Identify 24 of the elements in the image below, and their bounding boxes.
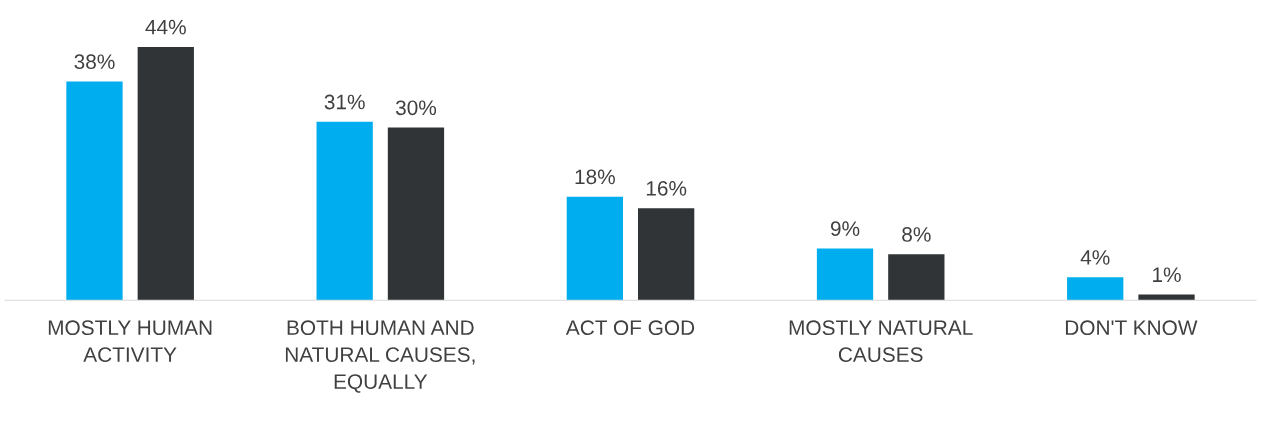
x-tick-label: MOSTLY HUMAN ACTIVITY <box>48 320 212 363</box>
bar <box>316 121 373 301</box>
x-tick-label: MOSTLY NATURAL CAUSES <box>789 320 973 363</box>
bar <box>638 208 695 301</box>
data-label: 4% <box>1080 250 1110 265</box>
data-label: 18% <box>575 169 615 185</box>
data-label: 31% <box>324 94 365 110</box>
data-label: 44% <box>145 19 186 35</box>
bar <box>1067 277 1124 301</box>
x-tick-label: BOTH HUMAN AND NATURAL CAUSES, EQUALLY <box>285 320 475 393</box>
data-label: 8% <box>902 227 931 242</box>
x-tick-label: ACT OF GOD <box>565 320 695 336</box>
x-tick-label: DON'T KNOW <box>1065 320 1198 336</box>
bar <box>816 248 874 301</box>
bar <box>66 81 123 301</box>
data-label: 1% <box>1153 267 1181 283</box>
bar <box>566 196 623 301</box>
bar <box>387 127 445 301</box>
data-label: 38% <box>74 54 115 70</box>
data-label: 9% <box>830 221 860 237</box>
bar <box>137 46 194 301</box>
bar <box>888 254 945 301</box>
data-label: 30% <box>395 100 437 116</box>
data-label: 16% <box>646 180 687 196</box>
